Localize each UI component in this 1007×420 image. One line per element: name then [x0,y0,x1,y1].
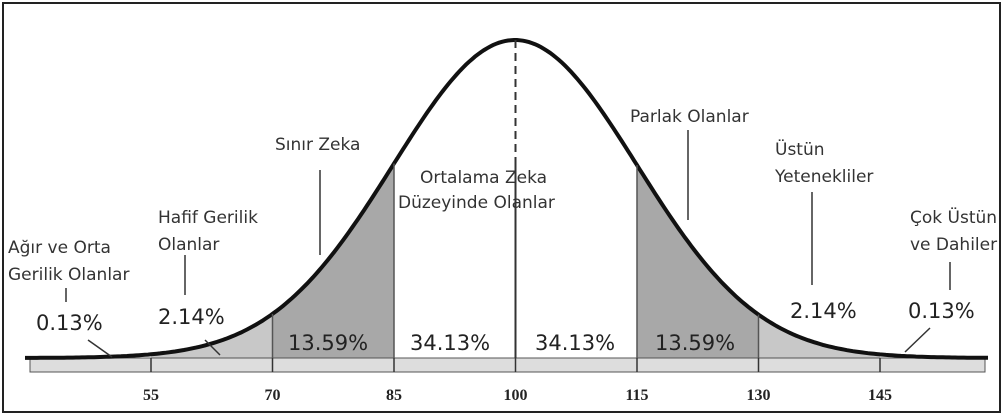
label: Üstün [775,138,825,160]
tick-label: 85 [386,387,402,404]
label: Düzeyinde Olanlar [398,193,555,213]
label: Gerilik Olanlar [8,265,129,285]
tick-label: 55 [143,387,159,404]
percent: 0.13% [908,299,975,323]
percent: 13.59% [288,331,368,355]
percent: 2.14% [790,299,857,323]
pointer [204,339,221,356]
label: Sınır Zeka [275,135,360,155]
percent: 34.13% [410,331,490,355]
baseline-strip [29,357,986,373]
label: ve Dahiler [910,235,997,255]
label: Olanlar [158,235,219,255]
percent: 0.13% [36,311,103,335]
tick-label: 115 [625,387,648,404]
tick-label: 70 [265,387,281,404]
shaded-area [758,314,880,358]
percent: 34.13% [535,331,615,355]
percent: 13.59% [655,331,735,355]
bell-curve [25,38,988,360]
label: Ağır ve Orta [8,238,111,258]
label: Yetenekliler [774,167,873,187]
frame [2,2,1001,413]
label: Çok Üstün [910,206,997,228]
pointer [87,339,113,358]
label: Hafif Gerilik [158,208,258,228]
percent: 2.14% [158,305,225,329]
pointer [904,327,931,353]
x-axis: 55 70 85 100 115 130 145 [143,358,892,404]
dividers [271,40,760,358]
tick-label: 145 [868,387,892,404]
shaded-area [151,313,273,358]
pointers [65,130,951,358]
label: Ortalama Zeka [420,168,547,188]
label: Parlak Olanlar [630,107,749,127]
tick-label: 100 [504,387,528,404]
tick-label: 130 [747,387,771,404]
